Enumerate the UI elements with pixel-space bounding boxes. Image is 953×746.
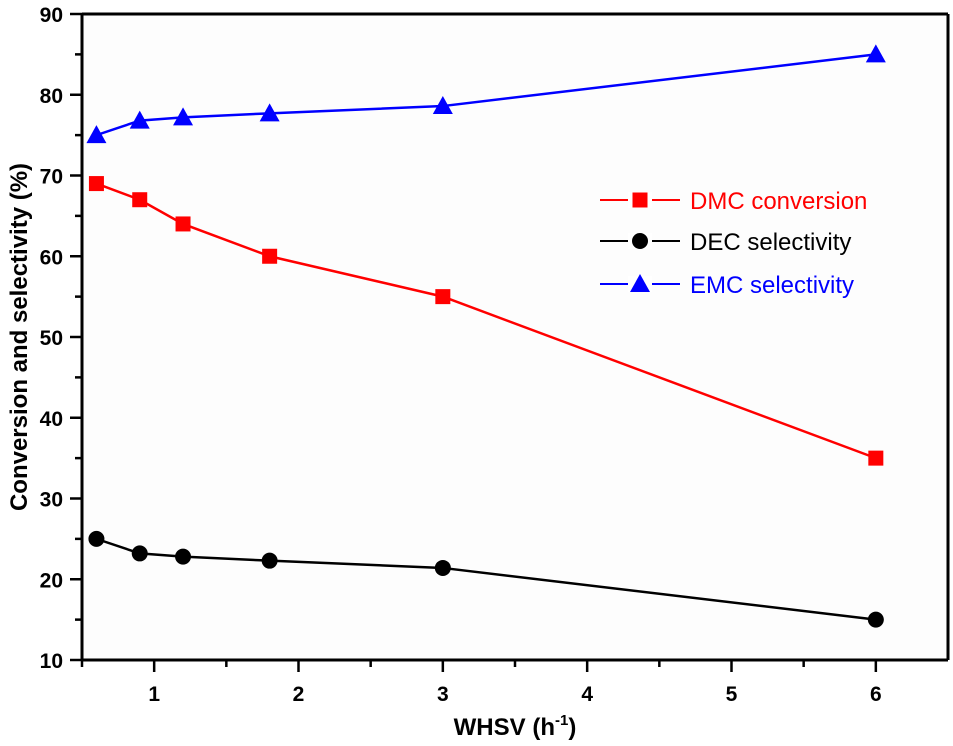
plot-frame (80, 12, 950, 662)
data-point-dec-selectivity (88, 530, 105, 547)
y-tick-label: 70 (40, 166, 63, 189)
legend: DMC conversion DEC selectivity EMC selecti… (600, 188, 867, 299)
y-tick-label: 60 (40, 246, 63, 269)
legend-marker (632, 233, 648, 249)
plot-area (82, 14, 948, 660)
data-point-emc-selectivity (173, 107, 194, 126)
data-point-emc-selectivity (259, 103, 280, 122)
legend-marker (632, 192, 648, 208)
data-point-dec-selectivity (867, 611, 884, 628)
x-tick-label: 4 (581, 683, 593, 706)
x-tick-label: 5 (726, 683, 738, 706)
data-point-dmc-conversion (132, 192, 148, 208)
legend-label: DEC selectivity (690, 229, 851, 256)
legend-label: DMC conversion (690, 188, 867, 215)
data-point-emc-selectivity (865, 44, 886, 63)
series-dmc-conversion (88, 176, 884, 466)
y-tick-label: 90 (40, 4, 63, 27)
data-point-dmc-conversion (262, 248, 278, 264)
x-axis-title: WHSV (h-1) (454, 712, 577, 741)
data-point-emc-selectivity (129, 110, 150, 129)
y-tick-label: 50 (40, 327, 63, 350)
y-axis-title: Conversion and selectivity (%) (6, 163, 33, 511)
legend-item-dmc-conversion: DMC conversion (600, 188, 867, 215)
x-axis: 1 2 3 4 5 6 (80, 660, 882, 706)
x-tick-label: 3 (437, 683, 449, 706)
data-point-dec-selectivity (131, 545, 148, 562)
data-point-emc-selectivity (432, 96, 453, 115)
y-tick-label: 20 (40, 569, 63, 592)
legend-label: EMC selectivity (690, 272, 854, 299)
series-line-emc-selectivity (96, 53, 876, 137)
y-axis: 10 20 30 40 50 60 70 80 90 (40, 4, 82, 673)
series-dec-selectivity (88, 530, 884, 628)
x-tick-label: 6 (870, 683, 882, 706)
data-point-emc-selectivity (86, 125, 107, 144)
y-tick-label: 30 (40, 489, 63, 512)
series-layer (86, 44, 886, 628)
data-point-dmc-conversion (868, 450, 884, 466)
legend-item-emc-selectivity: EMC selectivity (600, 272, 854, 299)
data-point-dec-selectivity (175, 548, 192, 565)
data-point-dec-selectivity (261, 552, 278, 569)
x-tick-label: 1 (148, 683, 160, 706)
x-tick-label: 2 (293, 683, 305, 706)
y-tick-label: 10 (40, 650, 63, 673)
data-point-dmc-conversion (88, 176, 104, 192)
legend-item-dec-selectivity: DEC selectivity (600, 229, 851, 256)
data-point-dmc-conversion (435, 289, 451, 305)
legend-marker (630, 274, 650, 292)
data-point-dec-selectivity (434, 559, 451, 576)
series-emc-selectivity (86, 44, 886, 144)
y-tick-label: 80 (40, 85, 63, 108)
y-tick-label: 40 (40, 408, 63, 431)
data-point-dmc-conversion (175, 216, 191, 232)
